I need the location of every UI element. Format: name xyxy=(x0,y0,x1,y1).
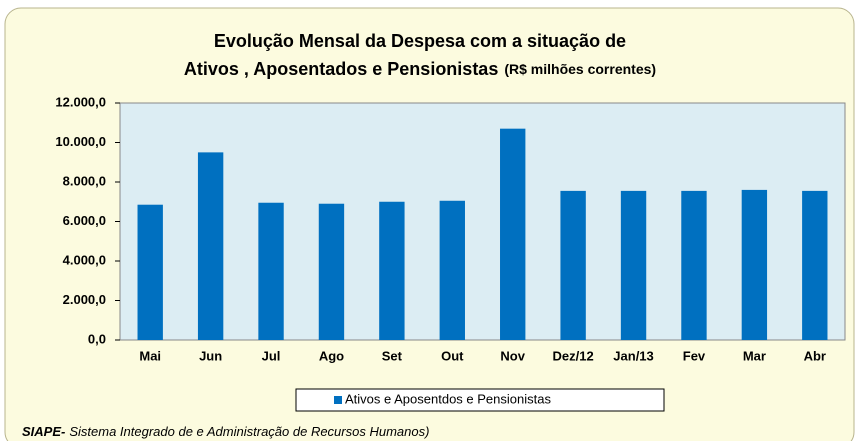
bar xyxy=(560,190,586,340)
source-text: Sistema Integrado de e Administração de … xyxy=(69,424,429,439)
source-label: SIAPE- xyxy=(22,424,65,439)
x-tick-label: Jan/13 xyxy=(613,348,653,363)
bar xyxy=(741,189,768,340)
x-tick-label: Mar xyxy=(743,348,766,363)
legend: Ativos e Aposentdos e Pensionistas xyxy=(295,388,665,412)
bar xyxy=(500,128,526,340)
bar xyxy=(318,203,345,340)
x-tick-label: Ago xyxy=(319,348,344,363)
x-tick-label: Out xyxy=(441,348,464,363)
bar xyxy=(681,190,707,340)
y-tick-label: 4.000,0 xyxy=(63,252,106,267)
x-tick-label: Fev xyxy=(683,348,706,363)
x-tick-label: Mai xyxy=(139,348,161,363)
legend-swatch xyxy=(334,396,342,404)
bar xyxy=(197,152,224,340)
x-tick-label: Dez/12 xyxy=(553,348,594,363)
bar xyxy=(379,201,405,340)
source-note: SIAPE- Sistema Integrado de e Administraç… xyxy=(22,424,429,439)
y-tick-label: 2.000,0 xyxy=(63,292,106,307)
chart-title: Evolução Mensal da Despesa com a situaçã… xyxy=(214,31,626,51)
x-tick-label: Nov xyxy=(500,348,525,363)
bar xyxy=(439,200,465,340)
y-tick-label: 10.000,0 xyxy=(55,134,106,149)
bar xyxy=(802,190,828,340)
x-tick-label: Abr xyxy=(804,348,826,363)
x-tick-label: Jul xyxy=(262,348,281,363)
x-tick-label: Jun xyxy=(199,348,222,363)
y-tick-label: 6.000,0 xyxy=(63,213,106,228)
y-tick-label: 12.000,0 xyxy=(55,94,106,109)
y-tick-label: 0,0 xyxy=(88,331,106,346)
chart-title: Ativos , Aposentados e Pensionistas xyxy=(184,59,498,79)
bar xyxy=(620,190,647,340)
legend-label: Ativos e Aposentdos e Pensionistas xyxy=(345,391,551,406)
bar xyxy=(137,204,163,340)
y-tick-label: 8.000,0 xyxy=(63,173,106,188)
x-tick-label: Set xyxy=(382,348,403,363)
plot-area xyxy=(119,102,846,341)
legend-box xyxy=(295,388,665,412)
bar xyxy=(258,202,284,340)
chart-subtitle: (R$ milhões correntes) xyxy=(504,61,656,77)
chart-title-line: Ativos , Aposentados e Pensionistas (R$ m… xyxy=(184,59,656,79)
